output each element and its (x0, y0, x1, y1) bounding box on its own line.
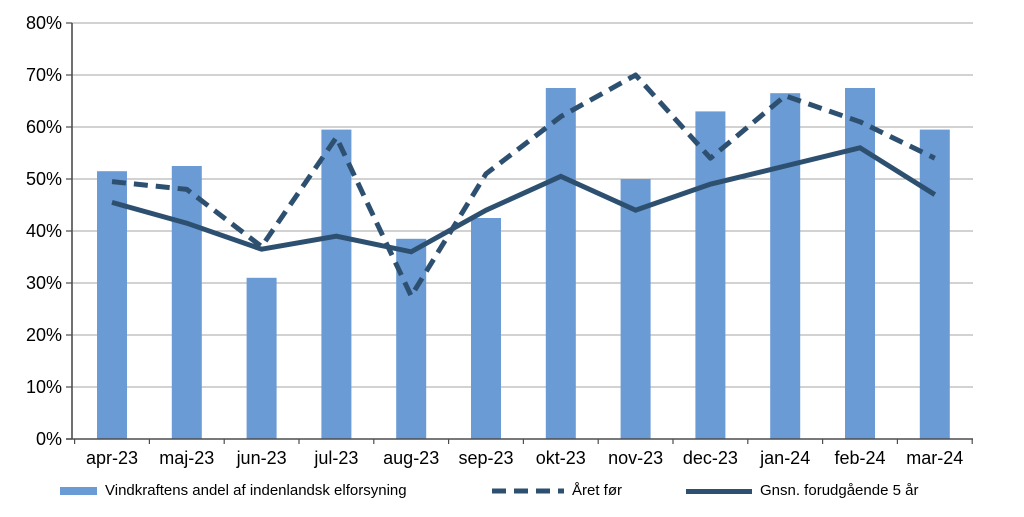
legend-item-bar-series: Vindkraftens andel af indenlandsk elfors… (60, 482, 407, 500)
line-aaret-foer (111, 72, 936, 299)
y-tick-label: 50% (26, 169, 62, 189)
bar-okt-23 (545, 88, 576, 439)
x-tick-label: sep-23 (458, 448, 513, 468)
y-tick-label: 10% (26, 377, 62, 397)
line-gnsn-forudgaaende (111, 145, 937, 255)
x-tick-label: apr-23 (86, 448, 138, 468)
x-tick-label: jun-23 (236, 448, 287, 468)
dashed-line-swatch (492, 488, 564, 494)
y-tick-label: 80% (26, 13, 62, 33)
y-tick-label: 40% (26, 221, 62, 241)
legend-item-dashed-line: Året før (492, 482, 622, 500)
x-tick-label: okt-23 (536, 448, 586, 468)
y-tick-label: 60% (26, 117, 62, 137)
x-tick-label: aug-23 (383, 448, 439, 468)
bar-series-swatch (60, 487, 97, 495)
bar-jan-24 (770, 93, 801, 439)
legend-label-bar-series: Vindkraftens andel af indenlandsk elfors… (105, 482, 407, 499)
x-tick-label: mar-24 (906, 448, 963, 468)
bar-dec-23 (695, 111, 726, 440)
x-tick-label: jan-24 (759, 448, 810, 468)
bar-feb-24 (845, 88, 875, 439)
legend-label-solid-line: Gnsn. forudgående 5 år (760, 482, 919, 499)
x-tick-label: jul-23 (313, 448, 358, 468)
bar-jun-23 (246, 277, 277, 439)
x-tick-label: feb-24 (834, 448, 885, 468)
y-tick-label: 20% (26, 325, 62, 345)
y-tick-label: 0% (36, 429, 62, 449)
bar-apr-23 (97, 171, 127, 439)
y-tick-label: 30% (26, 273, 62, 293)
bar-nov-23 (620, 179, 651, 439)
legend-item-solid-line: Gnsn. forudgående 5 år (686, 482, 918, 500)
bar-jul-23 (321, 129, 352, 439)
y-tick-label: 70% (26, 65, 62, 85)
x-tick-label: maj-23 (159, 448, 214, 468)
bar-maj-23 (171, 166, 202, 439)
legend-label-dashed-line: Året før (572, 482, 623, 499)
solid-line-swatch (686, 488, 752, 494)
bar-sep-23 (471, 218, 501, 439)
x-tick-label: dec-23 (683, 448, 738, 468)
bar-mar-24 (919, 129, 950, 439)
combo-chart-plot-area: 0% 10% 20% 30% 40% 50% 60% 70% 80% apr-23 maj-23 ju… (26, 13, 973, 468)
x-tick-label: nov-23 (608, 448, 663, 468)
